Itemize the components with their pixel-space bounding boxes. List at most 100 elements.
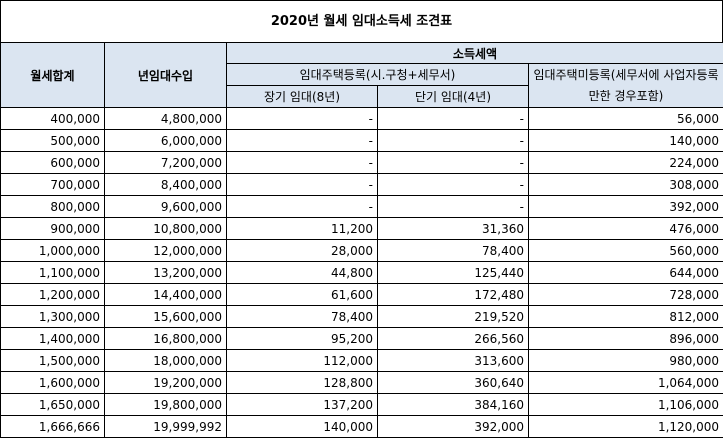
table-row: 1,600,000 19,200,000 128,800 360,640 1,064,0… <box>0 371 723 394</box>
cell-monthly-rent: 1,500,000 <box>0 349 105 372</box>
table-row: 800,000 9,600,000- -392,000 <box>0 195 723 218</box>
cell-short-term-tax: 125,440 <box>377 261 529 284</box>
cell-long-term-tax: 140,000 <box>226 415 378 438</box>
cell-monthly-rent: 800,000 <box>0 195 105 218</box>
cell-annual-income: 15,600,000 <box>104 305 227 328</box>
cell-monthly-rent: 600,000 <box>0 151 105 174</box>
cell-monthly-rent: 1,650,000 <box>0 393 105 416</box>
header-long-term: 장기 임대(8년) <box>226 85 378 108</box>
cell-monthly-rent: 1,300,000 <box>0 305 105 328</box>
cell-monthly-rent: 1,666,666 <box>0 415 105 438</box>
cell-long-term-tax: - <box>226 195 378 218</box>
page-title: 2020년 월세 임대소득세 조견표 <box>0 0 723 42</box>
cell-short-term-tax: 384,160 <box>377 393 529 416</box>
cell-annual-income: 7,200,000 <box>104 151 227 174</box>
cell-annual-income: 19,999,992 <box>104 415 227 438</box>
header-registered: 임대주택등록(시.구청+세무서) <box>226 63 529 86</box>
cell-long-term-tax: 78,400 <box>226 305 378 328</box>
table-row: 1,650,000 19,800,000 137,200 384,160 1,106,0… <box>0 393 723 416</box>
cell-short-term-tax: - <box>377 151 529 174</box>
cell-unregistered-tax: 560,000 <box>527 239 723 262</box>
cell-unregistered-tax: 644,000 <box>527 261 723 284</box>
table-row: 900,000 10,800,000 11,200 31,360 476,000 <box>0 217 723 240</box>
cell-unregistered-tax: 980,000 <box>527 349 723 372</box>
table-row: 1,400,000 16,800,000 95,200 266,560 896,000 <box>0 327 723 350</box>
cell-short-term-tax: 313,600 <box>377 349 529 372</box>
cell-monthly-rent: 500,000 <box>0 129 105 152</box>
cell-annual-income: 19,200,000 <box>104 371 227 394</box>
table-row: 1,200,000 14,400,000 61,600 172,480 728,000 <box>0 283 723 306</box>
cell-unregistered-tax: 1,120,000 <box>527 415 723 438</box>
cell-unregistered-tax: 392,000 <box>527 195 723 218</box>
cell-unregistered-tax: 308,000 <box>527 173 723 196</box>
cell-long-term-tax: 128,800 <box>226 371 378 394</box>
table-row: 1,300,000 15,600,000 78,400 219,520 812,000 <box>0 305 723 328</box>
cell-annual-income: 13,200,000 <box>104 261 227 284</box>
cell-annual-income: 14,400,000 <box>104 283 227 306</box>
cell-short-term-tax: 266,560 <box>377 327 529 350</box>
cell-unregistered-tax: 56,000 <box>527 107 723 130</box>
header-unregistered: 임대주택미등록(세무서에 사업자등록만한 경우포함) <box>527 63 723 108</box>
cell-long-term-tax: 44,800 <box>226 261 378 284</box>
cell-long-term-tax: 11,200 <box>226 217 378 240</box>
table-row: 1,500,000 18,000,000 112,000 313,600 980,000 <box>0 349 723 372</box>
cell-unregistered-tax: 224,000 <box>527 151 723 174</box>
cell-short-term-tax: 78,400 <box>377 239 529 262</box>
cell-annual-income: 16,800,000 <box>104 327 227 350</box>
cell-long-term-tax: 61,600 <box>226 283 378 306</box>
header-short-term: 단기 임대(4년) <box>377 85 529 108</box>
table-row: 600,000 7,200,000- -224,000 <box>0 151 723 174</box>
cell-long-term-tax: 112,000 <box>226 349 378 372</box>
cell-unregistered-tax: 896,000 <box>527 327 723 350</box>
table-row: 700,000 8,400,000- -308,000 <box>0 173 723 196</box>
header-income-tax-amount: 소득세액 <box>225 42 723 64</box>
cell-unregistered-tax: 1,064,000 <box>527 371 723 394</box>
cell-unregistered-tax: 812,000 <box>527 305 723 328</box>
cell-short-term-tax: - <box>377 107 529 130</box>
cell-monthly-rent: 1,600,000 <box>0 371 105 394</box>
cell-monthly-rent: 400,000 <box>0 107 105 130</box>
cell-short-term-tax: 172,480 <box>377 283 529 306</box>
cell-monthly-rent: 1,200,000 <box>0 283 105 306</box>
cell-annual-income: 4,800,000 <box>104 107 227 130</box>
cell-annual-income: 10,800,000 <box>104 217 227 240</box>
table-row: 500,000 6,000,000- -140,000 <box>0 129 723 152</box>
cell-annual-income: 6,000,000 <box>104 129 227 152</box>
cell-unregistered-tax: 140,000 <box>527 129 723 152</box>
cell-unregistered-tax: 1,106,000 <box>527 393 723 416</box>
cell-long-term-tax: - <box>226 129 378 152</box>
table-body: 400,000 4,800,000- -56,000 500,000 6,000,000… <box>0 107 723 438</box>
header-monthly-rent-total: 월세합계 <box>0 42 105 108</box>
table-row: 1,666,666 19,999,992 140,000 392,000 1,120,0… <box>0 415 723 438</box>
table-row: 1,000,000 12,000,000 28,000 78,400 560,000 <box>0 239 723 262</box>
cell-long-term-tax: - <box>226 107 378 130</box>
cell-unregistered-tax: 476,000 <box>527 217 723 240</box>
cell-monthly-rent: 1,000,000 <box>0 239 105 262</box>
cell-monthly-rent: 1,100,000 <box>0 261 105 284</box>
table-row: 400,000 4,800,000- -56,000 <box>0 107 723 130</box>
cell-short-term-tax: - <box>377 195 529 218</box>
cell-monthly-rent: 1,400,000 <box>0 327 105 350</box>
cell-monthly-rent: 900,000 <box>0 217 105 240</box>
rent-tax-table: 월세합계 년임대수입 소득세액 임대주택등록(시.구청+세무서) 임대주택미등록… <box>0 42 723 438</box>
cell-short-term-tax: - <box>377 129 529 152</box>
cell-long-term-tax: 28,000 <box>226 239 378 262</box>
header-annual-rent-income: 년임대수입 <box>104 42 227 108</box>
cell-annual-income: 9,600,000 <box>104 195 227 218</box>
cell-short-term-tax: 392,000 <box>377 415 529 438</box>
cell-long-term-tax: - <box>226 151 378 174</box>
cell-short-term-tax: 219,520 <box>377 305 529 328</box>
cell-long-term-tax: 137,200 <box>226 393 378 416</box>
cell-short-term-tax: - <box>377 173 529 196</box>
cell-long-term-tax: - <box>226 173 378 196</box>
cell-short-term-tax: 31,360 <box>377 217 529 240</box>
cell-annual-income: 18,000,000 <box>104 349 227 372</box>
cell-annual-income: 19,800,000 <box>104 393 227 416</box>
cell-monthly-rent: 700,000 <box>0 173 105 196</box>
table-row: 1,100,000 13,200,000 44,800 125,440 644,000 <box>0 261 723 284</box>
cell-unregistered-tax: 728,000 <box>527 283 723 306</box>
cell-annual-income: 8,400,000 <box>104 173 227 196</box>
cell-annual-income: 12,000,000 <box>104 239 227 262</box>
cell-short-term-tax: 360,640 <box>377 371 529 394</box>
cell-long-term-tax: 95,200 <box>226 327 378 350</box>
